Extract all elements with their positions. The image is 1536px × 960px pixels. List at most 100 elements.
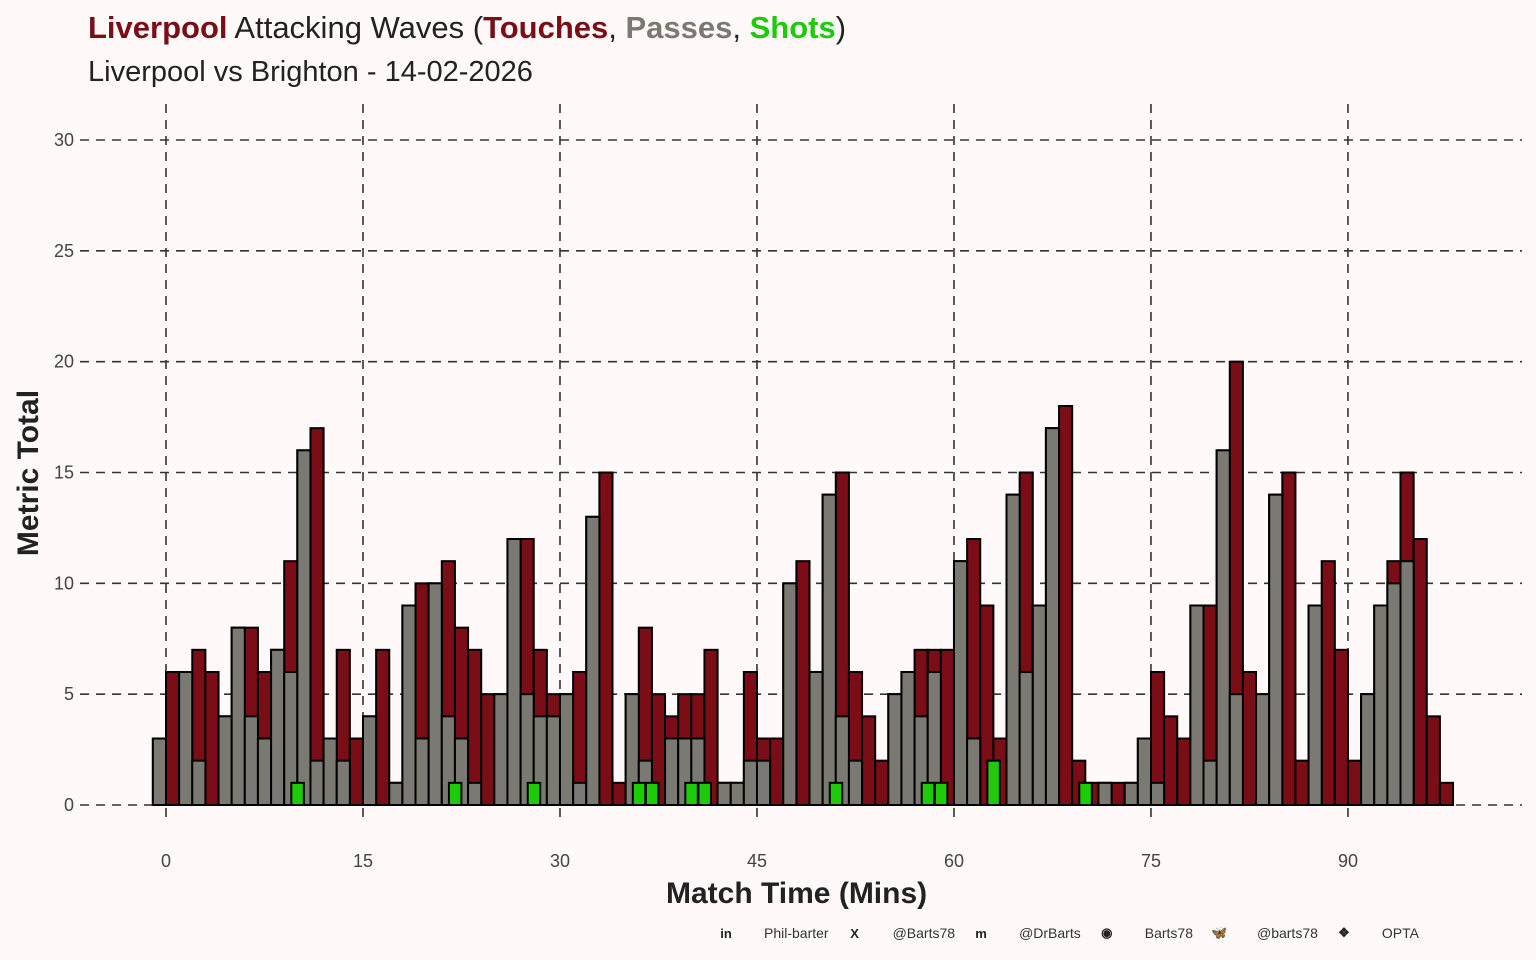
x-tick-label: 0	[161, 851, 171, 871]
passes-bar	[966, 737, 982, 807]
touches-bar	[204, 670, 220, 806]
passes-bar	[151, 737, 168, 807]
footer-label: @Barts78	[892, 925, 956, 941]
touches-bar	[165, 670, 181, 806]
touches-bar	[1241, 670, 1258, 806]
passes-bar	[414, 737, 430, 807]
axis-ticks: 0 5 10 15 20 25 30 0 15 30 45 60 75 90	[54, 130, 1358, 871]
passes-bar	[467, 781, 483, 807]
passes-bar	[1386, 582, 1402, 807]
title-team: Liverpool	[88, 10, 228, 45]
title-sep: ,	[732, 10, 750, 45]
passes-bar	[309, 759, 325, 807]
touches-bar	[480, 693, 496, 806]
passes-bar	[1044, 427, 1061, 806]
shots-bars	[290, 759, 1093, 807]
passes-bar	[808, 670, 824, 806]
shots-bar	[1078, 781, 1093, 807]
mastodon-icon: m	[975, 925, 987, 941]
passes-bar	[1097, 781, 1113, 807]
passes-bar	[1215, 449, 1231, 806]
shots-bar	[697, 781, 712, 807]
title-touches: Touches	[483, 10, 609, 45]
passes-bar	[585, 515, 601, 806]
x-tick-label: 90	[1338, 851, 1358, 871]
passes-bar	[887, 693, 903, 806]
footer-label: @DrBarts	[1019, 925, 1081, 941]
shots-bar	[986, 759, 1001, 807]
touches-bar	[1294, 759, 1310, 807]
passes-bar	[427, 582, 443, 807]
chart-subtitle: Liverpool vs Brighton - 14-02-2026	[88, 56, 533, 88]
title-passes: Passes	[625, 10, 733, 45]
passes-bar	[361, 715, 378, 806]
passes-bar	[558, 693, 575, 806]
touches-bar	[703, 648, 719, 806]
footer-label: Phil-barter	[764, 925, 829, 941]
touches-bar	[861, 715, 877, 806]
passes-bar	[1189, 604, 1205, 807]
shots-bar	[631, 781, 647, 807]
chart-title: Liverpool Attacking Waves (Touches, Pass…	[88, 10, 846, 46]
shots-bar	[644, 781, 660, 807]
y-tick-label: 0	[64, 795, 74, 815]
touches-bar	[1110, 781, 1126, 807]
touches-bar	[1320, 560, 1336, 807]
y-tick-label: 15	[54, 462, 74, 482]
touches-bar	[375, 648, 391, 806]
x-tick-label: 15	[353, 851, 373, 871]
touches-bar	[1176, 737, 1192, 807]
x-tick-label: 75	[1141, 851, 1161, 871]
passes-bar	[545, 715, 561, 806]
touches-bar	[1412, 537, 1428, 806]
passes-bar	[322, 737, 338, 807]
touches-bar	[348, 737, 364, 807]
passes-bar	[1005, 493, 1021, 806]
passes-bar	[506, 537, 522, 806]
passes-bar	[664, 737, 680, 807]
y-tick-label: 30	[54, 130, 74, 150]
touches-bar	[1438, 781, 1455, 807]
shots-bar	[526, 781, 542, 807]
touches-bar	[795, 560, 811, 807]
github-icon: ◉	[1101, 925, 1113, 940]
passes-bar	[952, 560, 969, 807]
passes-bar	[217, 715, 233, 806]
passes-bar	[243, 715, 259, 806]
passes-bar	[755, 759, 772, 807]
passes-bar	[1031, 604, 1047, 807]
x-tick-label: 45	[747, 851, 767, 871]
passes-bar	[729, 781, 745, 807]
passes-bar	[296, 449, 312, 806]
passes-bar	[1399, 560, 1415, 807]
y-tick-label: 20	[54, 352, 74, 372]
touches-bar	[1163, 715, 1179, 806]
passes-bar	[401, 604, 417, 807]
passes-bar	[900, 670, 916, 806]
touches-bar	[874, 759, 890, 807]
passes-bar	[493, 693, 509, 806]
passes-bar	[1123, 781, 1139, 807]
passes-bar	[1255, 693, 1271, 806]
touches-bar	[769, 737, 785, 807]
shots-bar	[933, 781, 949, 807]
x-tick-label: 60	[944, 851, 964, 871]
title-text: Attacking Waves (	[227, 10, 484, 45]
passes-bar	[716, 781, 732, 807]
footer-label: OPTA	[1381, 925, 1419, 941]
touches-bar	[1333, 648, 1349, 806]
passes-bar	[1018, 670, 1034, 806]
passes-bar	[230, 626, 246, 806]
touches-bar	[1425, 715, 1441, 806]
y-tick-label: 25	[54, 241, 74, 261]
dropbox-icon: ❖	[1338, 925, 1350, 940]
passes-bar	[191, 759, 207, 807]
title-sep: )	[835, 10, 847, 45]
passes-bar	[1136, 737, 1152, 807]
bluesky-icon: 🦋	[1210, 925, 1228, 940]
shots-bar	[290, 781, 305, 807]
touches-bar	[1058, 404, 1074, 806]
passes-bar	[782, 582, 798, 807]
touches-bar	[1346, 759, 1363, 807]
x-icon: X	[850, 925, 859, 941]
